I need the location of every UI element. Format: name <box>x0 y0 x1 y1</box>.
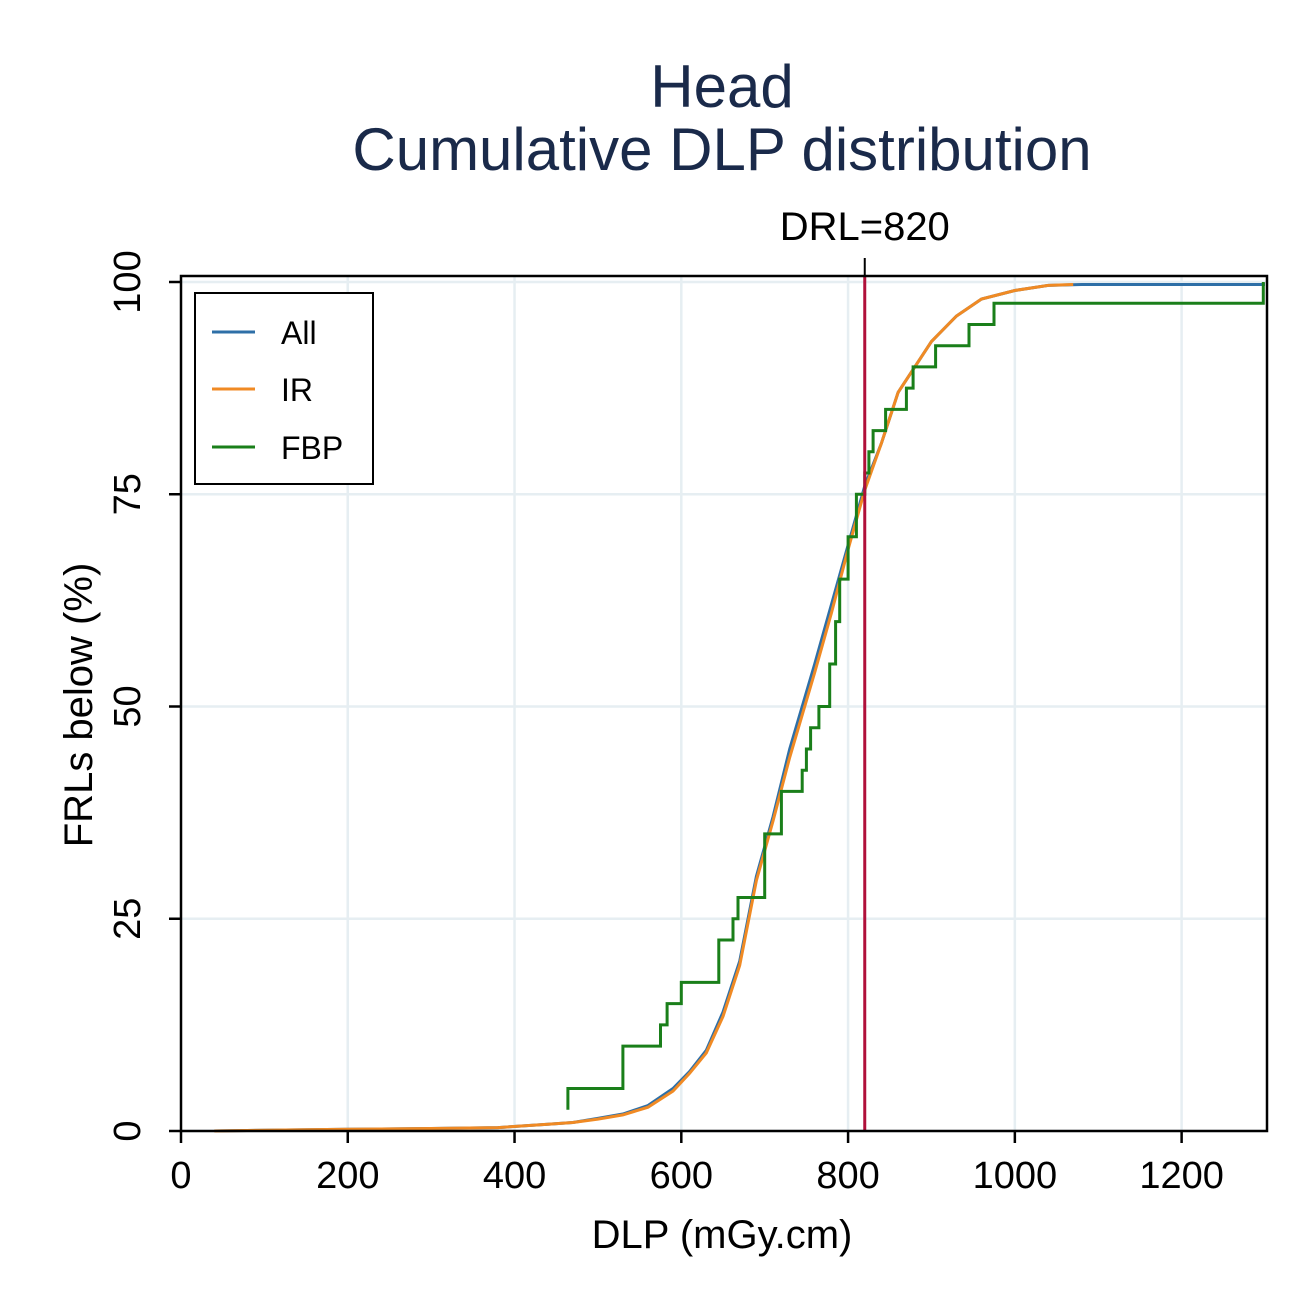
x-tick-label-600: 600 <box>650 1155 713 1197</box>
series-line-ir <box>214 283 1074 1133</box>
y-tick-label-100: 100 <box>107 250 149 313</box>
y-tick-label-50: 50 <box>107 685 149 727</box>
chart-title-line-1: Head <box>650 53 793 120</box>
drl-reference-label: DRL=820 <box>780 205 950 249</box>
plot-frame <box>179 274 1269 1133</box>
y-tick-label-25: 25 <box>107 898 149 940</box>
x-tick-label-1200: 1200 <box>1139 1155 1224 1197</box>
y-axis-label: FRLs below (%) <box>57 563 101 848</box>
x-tick-label-200: 200 <box>316 1155 379 1197</box>
x-axis-label: DLP (mGy.cm) <box>592 1213 853 1257</box>
x-tick-label-800: 800 <box>816 1155 879 1197</box>
series-line-fbp <box>566 282 1265 1110</box>
y-tick-label-75: 75 <box>107 473 149 515</box>
legend-label-ir: IR <box>281 372 313 408</box>
x-tick-label-1000: 1000 <box>973 1155 1058 1197</box>
reference-line-group: DRL=820 <box>780 205 950 1131</box>
y-tick-label-0: 0 <box>107 1120 149 1141</box>
axes: 0 200 400 600 800 1000 1200 0 25 50 75 100 <box>107 250 1224 1197</box>
series-lines <box>214 282 1265 1133</box>
chart-title-line-2: Cumulative DLP distribution <box>352 116 1091 183</box>
x-tick-label-0: 0 <box>170 1155 191 1197</box>
legend-label-fbp: FBP <box>281 430 343 466</box>
legend-label-all: All <box>281 315 317 351</box>
legend: All IR FBP <box>194 292 374 485</box>
x-tick-label-400: 400 <box>483 1155 546 1197</box>
